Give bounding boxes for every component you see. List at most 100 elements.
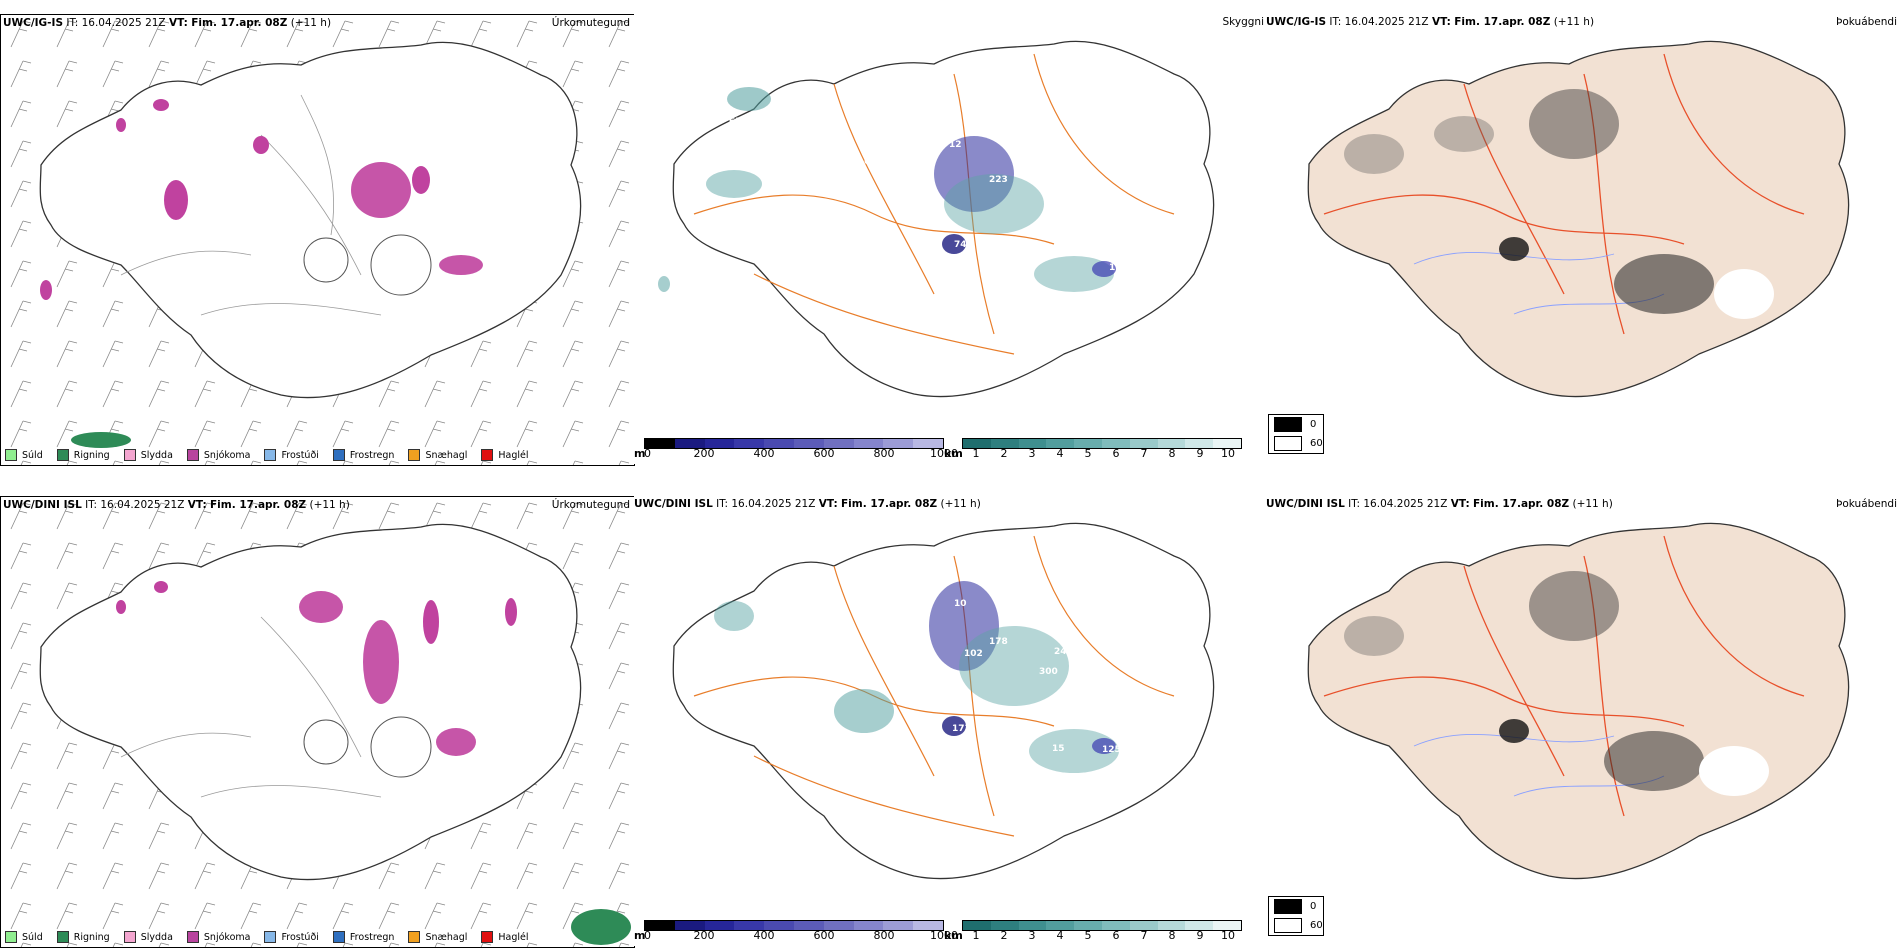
panel-header: UWC/IG-IS IT: 16.04.2025 21Z VT: Fim. 17… xyxy=(1266,16,1594,29)
precip-swatch xyxy=(123,449,136,461)
fog-swatch-black xyxy=(1274,899,1302,914)
visibility-m-colorbar xyxy=(644,920,944,931)
precip-legend-label: Slydda xyxy=(140,931,173,943)
precip-legend-label: Snæhagl xyxy=(425,449,468,461)
precip-legend-item: Rigning xyxy=(56,931,110,943)
precip-type-panel-2: UWC/DINI ISL IT: 16.04.2025 21Z VT: Fim.… xyxy=(0,496,635,948)
colorbar-cell xyxy=(883,439,914,448)
vt-value: Fim. 17.apr. 08Z xyxy=(1473,498,1570,510)
vis-value-label: 65 xyxy=(729,117,742,127)
precip-legend-label: Slydda xyxy=(140,449,173,461)
visibility-m-ticks: 0 200 400 600 800 1000 xyxy=(644,447,958,461)
vis-value-label: 62 xyxy=(789,182,802,192)
precip-swatch xyxy=(481,449,494,461)
precip-legend-item: Slydda xyxy=(123,449,173,461)
colorbar-cell xyxy=(704,439,735,448)
vis-value-label: 125 xyxy=(1102,745,1121,755)
it-label: IT: xyxy=(1329,16,1342,28)
colorbar-tick-label: 1 xyxy=(972,447,980,460)
precip-legend-label: Haglél xyxy=(498,931,529,943)
colorbar-cell xyxy=(1101,921,1130,930)
visibility-km-unit: km xyxy=(944,929,963,942)
colorbar-tick-label: 5 xyxy=(1084,447,1092,460)
model-name: UWC/IG-IS xyxy=(3,17,64,29)
colorbar-tick-label: 10 xyxy=(1221,929,1235,942)
colorbar-cell xyxy=(1074,439,1102,448)
colorbar-cell xyxy=(823,439,854,448)
colorbar-cell xyxy=(963,921,991,930)
visibility-km-unit: km xyxy=(944,447,963,460)
it-label: IT: xyxy=(85,499,98,511)
vis-value-label: 63 xyxy=(899,611,912,621)
precip-legend-label: Haglél xyxy=(498,449,529,461)
visibility-panel-2: 10 178 63 102 24 300 173 75 15 125 UWC/D… xyxy=(634,496,1264,946)
it-value: 16.04.2025 21Z xyxy=(731,498,816,510)
vt-label: VT: xyxy=(1450,498,1470,510)
precip-legend-label: Snæhagl xyxy=(425,931,468,943)
colorbar-tick-label: 800 xyxy=(873,447,895,460)
precip-legend-item: Snjókoma xyxy=(186,931,251,943)
vis-value-label: 102 xyxy=(964,649,983,659)
colorbar-cell xyxy=(1157,921,1186,930)
colorbar-cell xyxy=(1074,921,1102,930)
precip-legend-item: Haglél xyxy=(481,449,529,461)
vt-value: Fim. 17.apr. 08Z xyxy=(191,17,288,29)
iceland-map-precip-2 xyxy=(1,497,634,947)
vis-value-label: 74 xyxy=(954,240,967,250)
precip-swatch xyxy=(5,449,17,461)
precip-swatch xyxy=(5,931,17,943)
vis-value-label: 300 xyxy=(1039,667,1058,677)
fog-legend-label: 0 xyxy=(1310,419,1317,430)
precip-swatch xyxy=(264,931,277,943)
precip-legend: Súld Rigning Slydda Snjókoma Frostúði Frostre… xyxy=(5,449,543,461)
colorbar-cell xyxy=(734,439,765,448)
precip-legend-item: Frostregn xyxy=(332,931,395,943)
colorbar-cell xyxy=(1157,439,1186,448)
fog-legend-1: 0 60 xyxy=(1268,414,1324,454)
colorbar-tick-label: 400 xyxy=(753,929,775,942)
vis-value-label: 75 xyxy=(1114,725,1127,735)
precip-legend-label: Snjókoma xyxy=(203,449,251,461)
lead-time: (+11 h) xyxy=(1553,16,1595,28)
vt-label: VT: xyxy=(818,498,838,510)
vis-value-label: 175 xyxy=(1044,212,1063,222)
fog-swatch-white xyxy=(1274,918,1302,933)
vt-value: Fim. 17.apr. 08Z xyxy=(841,498,938,510)
fog-legend-label: 0 xyxy=(1310,901,1317,912)
precip-legend-label: Frostregn xyxy=(349,931,395,943)
precip-swatch xyxy=(332,931,345,943)
precip-legend-label: Súld xyxy=(22,931,43,943)
precip-legend-item: Snæhagl xyxy=(408,931,467,943)
vt-value: Fim. 17.apr. 08Z xyxy=(1454,16,1551,28)
colorbar-cell xyxy=(913,439,943,448)
vt-label: VT: xyxy=(168,17,188,29)
colorbar-tick-label: 2 xyxy=(1000,447,1008,460)
model-name: UWC/DINI ISL xyxy=(634,498,713,510)
colorbar-tick-label: 3 xyxy=(1028,929,1036,942)
colorbar-cell xyxy=(793,439,824,448)
visibility-km-ticks: 1 2 3 4 5 6 7 8 9 10 xyxy=(962,929,1242,943)
fog-swatch-black xyxy=(1274,417,1302,432)
panel-header: UWC/IG-IS IT: 16.04.2025 21Z VT: Fim. 17… xyxy=(3,17,331,30)
precip-legend-label: Snjókoma xyxy=(203,931,251,943)
precip-type-title: Úrkomutegund xyxy=(551,499,630,511)
colorbar-cell xyxy=(990,439,1019,448)
colorbar-tick-label: 5 xyxy=(1084,929,1092,942)
lead-time: (+11 h) xyxy=(940,498,981,510)
fog-legend-label: 60 xyxy=(1310,438,1323,449)
visibility-title: Skyggni xyxy=(1222,16,1265,28)
precip-swatch xyxy=(123,931,136,943)
vis-value-label: 166 xyxy=(1109,263,1128,273)
precip-legend-label: Frostúði xyxy=(281,449,319,461)
precip-legend-item: Snjókoma xyxy=(186,449,251,461)
precip-legend-label: Súld xyxy=(22,449,43,461)
colorbar-cell xyxy=(1129,439,1158,448)
panel-header: UWC/DINI ISL IT: 16.04.2025 21Z VT: Fim.… xyxy=(1266,498,1613,511)
colorbar-tick-label: 200 xyxy=(693,929,715,942)
colorbar-tick-label: 3 xyxy=(1028,447,1036,460)
colorbar-cell xyxy=(883,921,914,930)
colorbar-tick-label: 200 xyxy=(693,447,715,460)
colorbar-cell xyxy=(793,921,824,930)
it-label: IT: xyxy=(716,498,729,510)
colorbar-tick-label: 1 xyxy=(972,929,980,942)
